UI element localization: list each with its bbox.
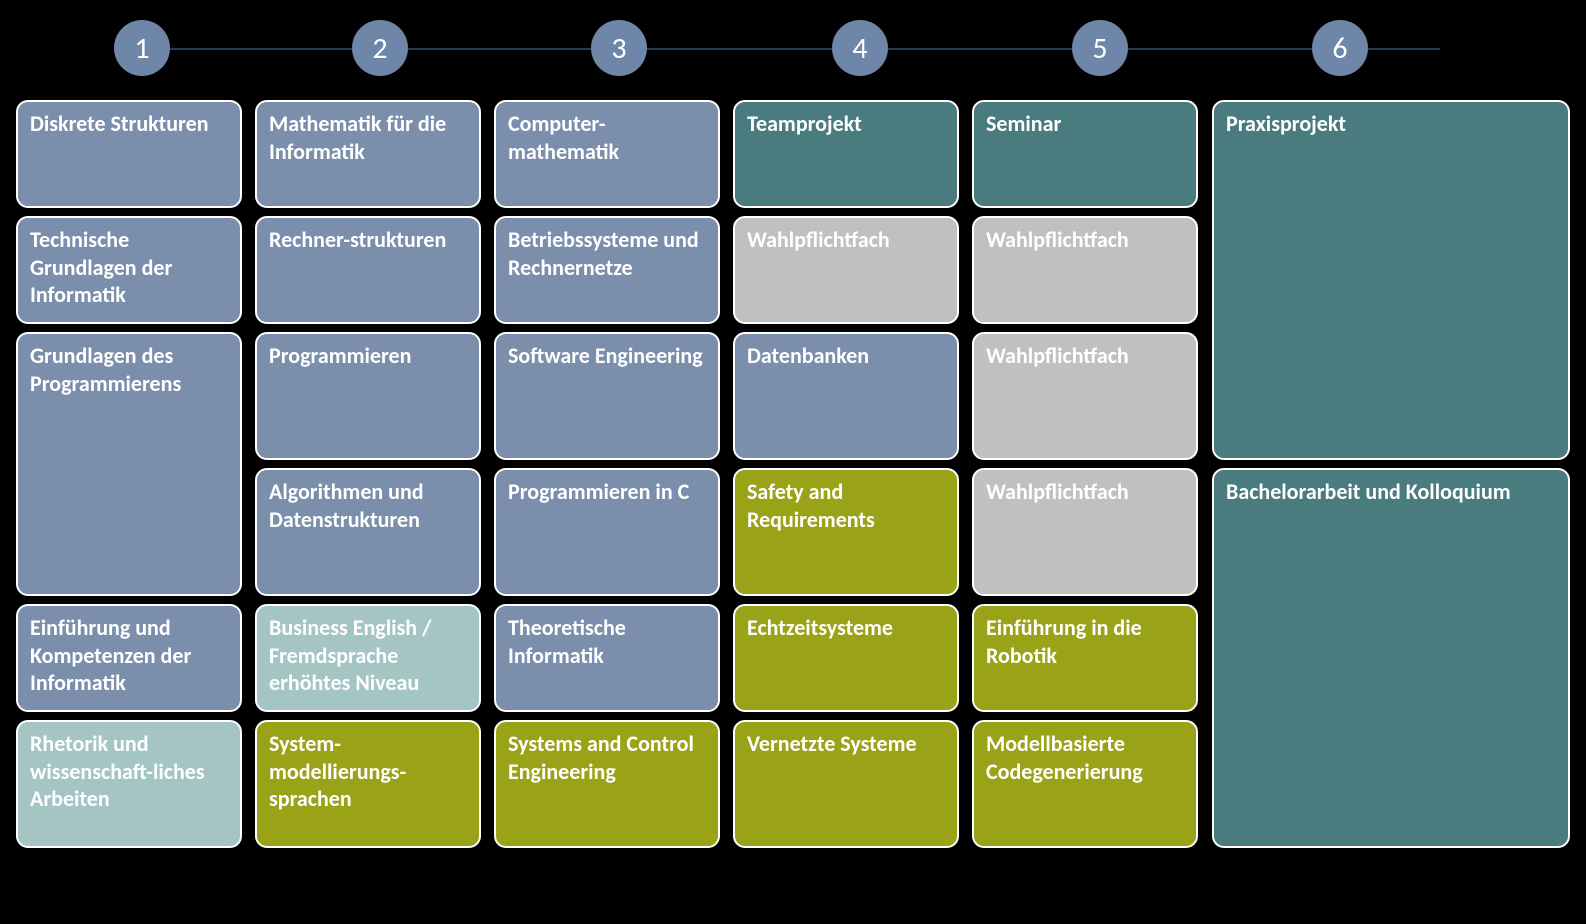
semester-timeline xyxy=(128,48,1440,50)
module-box: Programmieren xyxy=(255,332,481,460)
module-box: Rechner-strukturen xyxy=(255,216,481,324)
module-label: Betriebssysteme und Rechnernetze xyxy=(508,226,699,281)
module-label: Bachelorarbeit und Kolloquium xyxy=(1226,478,1511,505)
semester-circle-2: 2 xyxy=(352,20,408,76)
semester-number: 3 xyxy=(611,30,626,67)
module-box: Business English / Fremdsprache erhöhtes… xyxy=(255,604,481,712)
module-label: Praxisprojekt xyxy=(1226,110,1346,137)
semester-number: 4 xyxy=(852,30,867,67)
module-box: Systems and Control Engineering xyxy=(494,720,720,848)
module-box: Theoretische Informatik xyxy=(494,604,720,712)
module-box: Teamprojekt xyxy=(733,100,959,208)
module-label: Diskrete Strukturen xyxy=(30,110,209,137)
semester-circle-6: 6 xyxy=(1312,20,1368,76)
semester-number: 6 xyxy=(1332,30,1347,67)
module-label: Programmieren in C xyxy=(508,478,689,505)
module-box: Wahlpflichtfach xyxy=(972,332,1198,460)
module-box: Einführung und Kompetenzen der Informati… xyxy=(16,604,242,712)
module-box: Software Engineering xyxy=(494,332,720,460)
semester-number: 5 xyxy=(1092,30,1107,67)
module-label: Rhetorik und wissenschaft-liches Arbeite… xyxy=(30,730,205,812)
module-box: Diskrete Strukturen xyxy=(16,100,242,208)
curriculum-canvas: 1 2 3 4 5 6 Diskrete Strukturen Technische Grun… xyxy=(0,0,1586,924)
module-label: Teamprojekt xyxy=(747,110,862,137)
module-box: Praxisprojekt xyxy=(1212,100,1570,460)
module-box: Bachelorarbeit und Kolloquium xyxy=(1212,468,1570,848)
module-label: Theoretische Informatik xyxy=(508,614,626,669)
module-label: Rechner-strukturen xyxy=(269,226,446,253)
module-box: Echtzeitsysteme xyxy=(733,604,959,712)
module-label: Modellbasierte Codegenerierung xyxy=(986,730,1143,785)
semester-circle-4: 4 xyxy=(832,20,888,76)
module-box: Safety and Requirements xyxy=(733,468,959,596)
module-label: Datenbanken xyxy=(747,342,869,369)
module-label: Einführung und Kompetenzen der Informati… xyxy=(30,614,191,696)
module-label: Einführung in die Robotik xyxy=(986,614,1142,669)
module-box: Wahlpflichtfach xyxy=(733,216,959,324)
module-label: Business English / Fremdsprache erhöhtes… xyxy=(269,614,432,696)
module-label: Programmieren xyxy=(269,342,411,369)
module-label: Software Engineering xyxy=(508,342,703,369)
module-label: Algorithmen und Datenstrukturen xyxy=(269,478,424,533)
module-box: Vernetzte Systeme xyxy=(733,720,959,848)
semester-number: 2 xyxy=(372,30,387,67)
module-box: Technische Grundlagen der Informatik xyxy=(16,216,242,324)
module-label: Safety and Requirements xyxy=(747,478,875,533)
module-box: Wahlpflichtfach xyxy=(972,468,1198,596)
module-box: Rhetorik und wissenschaft-liches Arbeite… xyxy=(16,720,242,848)
module-label: System-modellierungs-sprachen xyxy=(269,730,406,812)
module-box: Modellbasierte Codegenerierung xyxy=(972,720,1198,848)
module-box: Einführung in die Robotik xyxy=(972,604,1198,712)
semester-circle-3: 3 xyxy=(591,20,647,76)
module-label: Wahlpflichtfach xyxy=(986,226,1129,253)
module-label: Vernetzte Systeme xyxy=(747,730,917,757)
module-label: Mathematik für die Informatik xyxy=(269,110,446,165)
module-box: Datenbanken xyxy=(733,332,959,460)
module-box: Programmieren in C xyxy=(494,468,720,596)
module-box: Betriebssysteme und Rechnernetze xyxy=(494,216,720,324)
module-box: Seminar xyxy=(972,100,1198,208)
module-label: Wahlpflichtfach xyxy=(986,342,1129,369)
semester-circle-1: 1 xyxy=(114,20,170,76)
module-box: Algorithmen und Datenstrukturen xyxy=(255,468,481,596)
module-label: Grundlagen des Programmierens xyxy=(30,342,181,397)
module-label: Systems and Control Engineering xyxy=(508,730,694,785)
module-label: Echtzeitsysteme xyxy=(747,614,893,641)
module-box: Computer-mathematik xyxy=(494,100,720,208)
module-label: Wahlpflichtfach xyxy=(747,226,890,253)
module-label: Technische Grundlagen der Informatik xyxy=(30,226,172,308)
module-label: Wahlpflichtfach xyxy=(986,478,1129,505)
module-label: Computer-mathematik xyxy=(508,110,619,165)
module-box: Grundlagen des Programmierens xyxy=(16,332,242,596)
semester-circle-5: 5 xyxy=(1072,20,1128,76)
module-box: Mathematik für die Informatik xyxy=(255,100,481,208)
module-box: Wahlpflichtfach xyxy=(972,216,1198,324)
module-box: System-modellierungs-sprachen xyxy=(255,720,481,848)
module-label: Seminar xyxy=(986,110,1061,137)
semester-number: 1 xyxy=(134,30,149,67)
